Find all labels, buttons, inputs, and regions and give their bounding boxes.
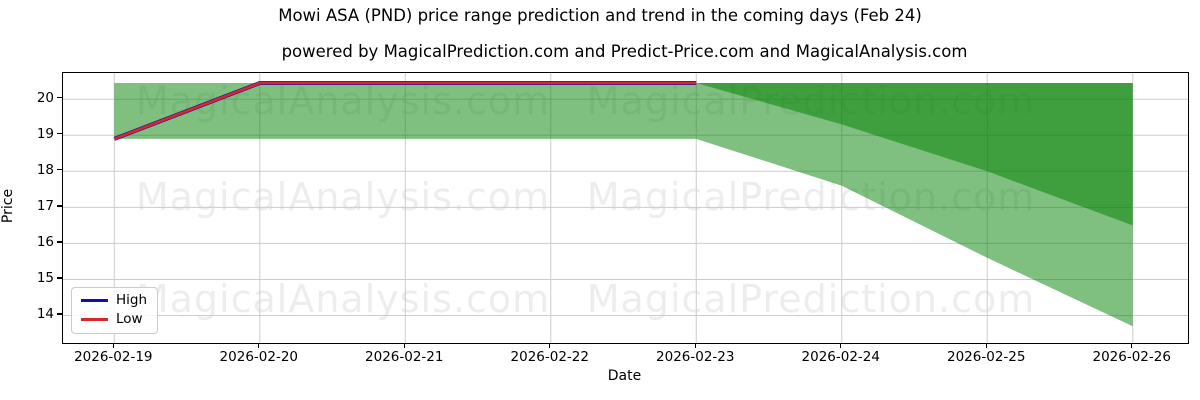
chart-title: Mowi ASA (PND) price range prediction an… (278, 6, 922, 25)
legend-label-low: Low (116, 311, 143, 327)
y-tick-label: 20 (36, 89, 54, 106)
watermark-magicalprediction: MagicalPrediction.com (586, 277, 1036, 321)
x-tick-mark (112, 343, 114, 348)
y-tick-mark (57, 133, 62, 135)
legend-item-low: Low (81, 311, 147, 327)
x-tick-label: 2026-02-24 (801, 349, 880, 365)
x-tick-mark (403, 343, 405, 348)
x-tick-label: 2026-02-23 (656, 349, 735, 365)
y-tick-label: 14 (36, 306, 54, 322)
overall-prediction-range-band (114, 82, 1133, 326)
y-tick-mark (57, 241, 62, 243)
x-tick-mark (1131, 343, 1133, 348)
x-tick-mark (694, 343, 696, 348)
x-axis-label: Date (607, 368, 642, 384)
x-tick-mark (549, 343, 551, 348)
legend-item-high: High (81, 291, 148, 308)
x-tick-mark (258, 343, 260, 348)
chart-subtitle: powered by MagicalPrediction.com and Pre… (281, 42, 968, 61)
x-tick-label: 2026-02-21 (365, 349, 444, 365)
x-tick-label: 2026-02-19 (74, 349, 153, 365)
plot-area: MagicalAnalysis.com MagicalPrediction.com… (62, 71, 1189, 344)
legend: High Low (71, 286, 159, 334)
y-axis-label: Price (0, 188, 16, 224)
x-tick-mark (840, 343, 842, 348)
y-tick-mark (57, 313, 62, 315)
watermark-magicalanalysis: MagicalAnalysis.com (135, 175, 551, 219)
x-tick-label: 2026-02-22 (510, 349, 589, 365)
y-tick-label: 16 (36, 233, 54, 250)
y-tick-mark (57, 205, 62, 207)
y-tick-label: 17 (36, 197, 54, 214)
legend-label-high: High (116, 291, 148, 308)
y-tick-label: 19 (36, 125, 54, 142)
x-tick-label: 2026-02-20 (219, 349, 299, 365)
y-tick-mark (57, 97, 62, 99)
x-tick-label: 2026-02-25 (947, 349, 1026, 365)
low-line-swatch (81, 318, 108, 322)
low-line (113, 81, 697, 140)
y-tick-label: 18 (36, 161, 54, 178)
x-tick-label: 2026-02-26 (1092, 349, 1171, 365)
high-line-swatch (81, 298, 108, 302)
high-prediction-range-band (696, 82, 1133, 225)
y-tick-mark (57, 169, 62, 171)
watermark-magicalanalysis: MagicalAnalysis.com (135, 277, 551, 321)
y-tick-label: 15 (36, 269, 54, 286)
y-tick-mark (57, 277, 62, 279)
x-tick-mark (985, 343, 987, 348)
plot-canvas (63, 72, 1188, 343)
